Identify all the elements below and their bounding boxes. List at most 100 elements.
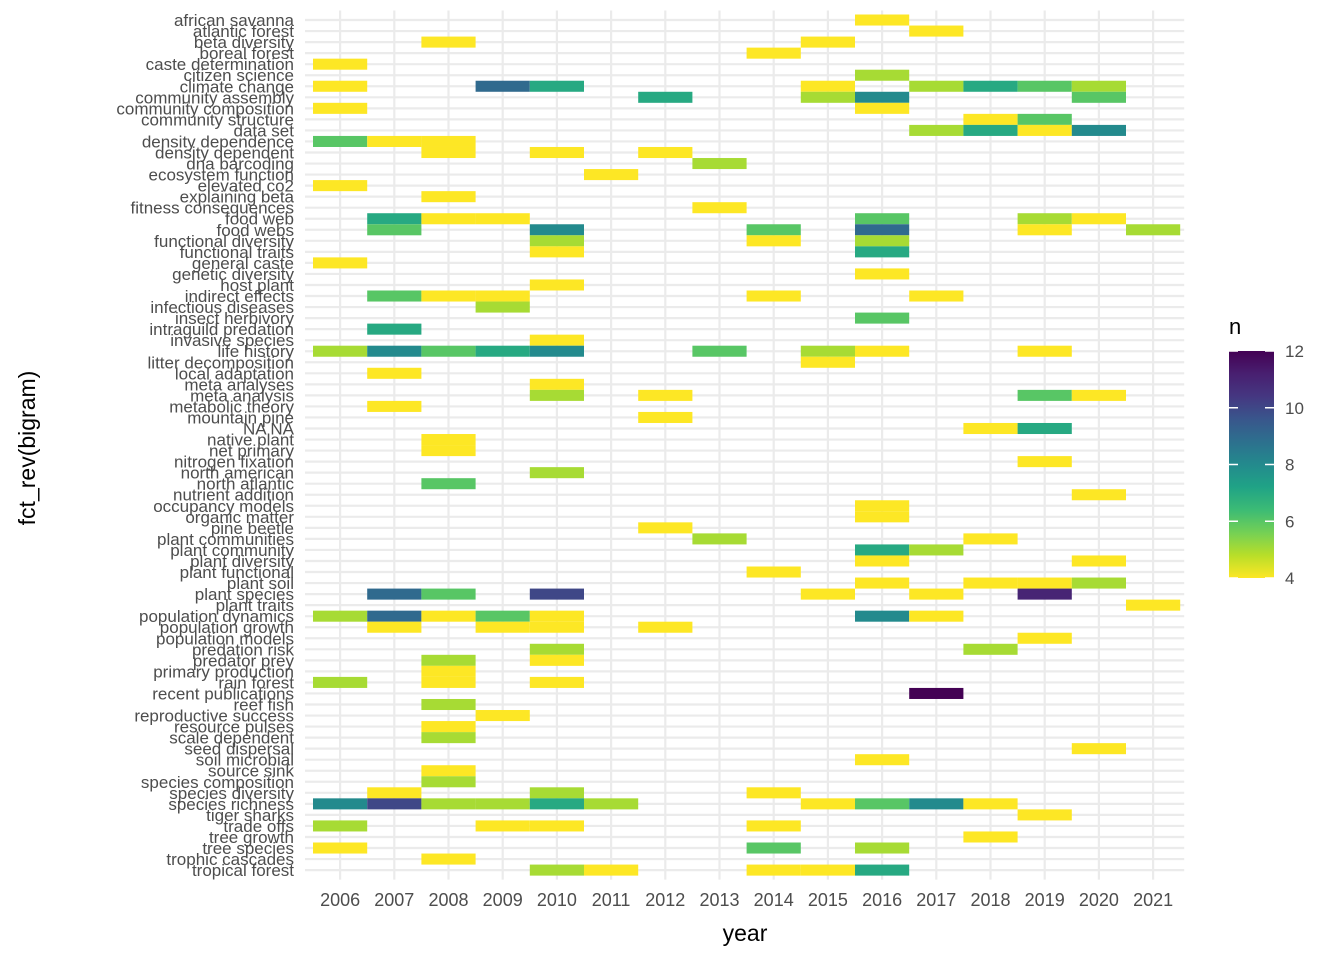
x-tick-label: 2019 (1025, 890, 1065, 910)
x-tick-label: 2008 (428, 890, 468, 910)
cell-tropical-forest-2010 (529, 864, 584, 876)
cell-density-dependence-2007 (367, 135, 422, 147)
cell-host-plant-2010 (529, 279, 584, 291)
cell-species-richness-2018 (963, 798, 1018, 810)
cell-trade-offs-2009 (475, 820, 530, 832)
y-tick-label: functional traits (180, 243, 294, 262)
y-tick-label: trade offs (223, 817, 294, 836)
cell-beta-diversity-2015 (800, 36, 855, 48)
cell-species-richness-2016 (855, 798, 910, 810)
cell-food-webs-2014 (746, 224, 801, 236)
cell-population-dynamics-2007 (367, 610, 422, 622)
cell-seed-dispersal-2020 (1071, 743, 1126, 755)
x-axis-title: year (723, 920, 768, 946)
cell-dna-barcoding-2013 (692, 158, 747, 170)
cell-community-assembly-2015 (800, 91, 855, 103)
cell-primary-production-2008 (421, 665, 476, 677)
cell-population-growth-2007 (367, 621, 422, 633)
cell-climate-change-2019 (1017, 80, 1072, 92)
cell-community-structure-2018 (963, 113, 1018, 125)
x-tick-label: 2007 (374, 890, 414, 910)
cell-food-webs-2010 (529, 224, 584, 236)
y-tick-label: native plant (207, 431, 294, 450)
cell-tropical-forest-2014 (746, 864, 801, 876)
cell-community-composition-2006 (313, 102, 368, 114)
cell-plant-species-2017 (909, 588, 964, 600)
legend-title: n (1229, 314, 1241, 339)
cell-food-webs-2007 (367, 224, 422, 236)
cell-population-growth-2009 (475, 621, 530, 633)
cell-species-richness-2009 (475, 798, 530, 810)
cell-food-web-2016 (855, 213, 910, 225)
cell-north-atlantic-2008 (421, 478, 476, 490)
cell-food-webs-2021 (1126, 224, 1181, 236)
cell-species-diversity-2010 (529, 787, 584, 799)
y-tick-label: elevated co2 (198, 177, 294, 196)
y-tick-label: occupancy models (153, 497, 294, 516)
cell-density-dependent-2012 (638, 146, 693, 159)
y-tick-label: plant functional (180, 563, 294, 582)
cell-citizen-science-2016 (855, 69, 910, 81)
cell-predation-risk-2018 (963, 643, 1018, 655)
cell-scale-dependent-2008 (421, 732, 476, 744)
cell-pine-beetle-2012 (638, 522, 693, 534)
cell-plant-community-2016 (855, 544, 910, 556)
cell-trade-offs-2014 (746, 820, 801, 832)
cell-species-richness-2007 (367, 798, 422, 810)
cell-tree-growth-2018 (963, 831, 1018, 843)
cell-food-web-2009 (475, 213, 530, 225)
cell-community-assembly-2012 (638, 91, 693, 103)
y-tick-label: reef fish (234, 696, 294, 715)
y-tick-label: infectious diseases (150, 298, 294, 317)
cell-tropical-forest-2016 (855, 864, 910, 876)
y-tick-label: community assembly (135, 88, 294, 107)
y-tick-label: plant species (195, 585, 294, 604)
x-tick-label: 2014 (754, 890, 794, 910)
y-tick-label: insect herbivory (175, 309, 295, 328)
legend-tick-label: 12 (1285, 342, 1304, 361)
cell-plant-species-2015 (800, 588, 855, 600)
cell-climate-change-2018 (963, 80, 1018, 92)
cell-boreal-forest-2014 (746, 47, 801, 59)
y-tick-label: resource pulses (174, 718, 294, 737)
x-tick-label: 2016 (862, 890, 902, 910)
y-tick-label: reproductive success (134, 707, 294, 726)
cell-species-richness-2011 (584, 798, 639, 810)
cell-indirect-effects-2014 (746, 290, 801, 302)
cell-species-composition-2008 (421, 776, 476, 788)
cell-functional-diversity-2016 (855, 235, 910, 247)
cell-data-set-2018 (963, 124, 1018, 136)
cell-resource-pulses-2008 (421, 721, 476, 733)
cell-plant-diversity-2020 (1071, 555, 1126, 567)
y-tick-label: meta analysis (190, 386, 294, 405)
cell-food-web-2007 (367, 213, 422, 225)
y-tick-label: local adaptation (175, 364, 294, 383)
y-tick-label: caste determination (146, 55, 294, 74)
cell-north-american-2010 (529, 467, 584, 479)
cell-food-webs-2019 (1017, 224, 1072, 236)
y-tick-label: meta analyses (184, 375, 294, 394)
x-tick-label: 2006 (320, 890, 360, 910)
cell-predation-risk-2010 (529, 643, 584, 655)
cell-trophic-cascades-2008 (421, 853, 476, 865)
y-tick-label: food web (225, 210, 294, 229)
cell-net-primary-2008 (421, 445, 476, 457)
cell-climate-change-2020 (1071, 80, 1126, 92)
y-tick-label: population growth (160, 618, 294, 637)
cell-species-richness-2006 (313, 798, 368, 810)
y-tick-label: rain forest (218, 673, 294, 692)
cell-plant-diversity-2016 (855, 555, 910, 567)
cell-metabolic-theory-2007 (367, 400, 422, 412)
legend-tick-label: 8 (1285, 456, 1294, 475)
y-tick-label: source sink (208, 762, 294, 781)
cell-tropical-forest-2015 (800, 864, 855, 876)
cell-climate-change-2017 (909, 80, 964, 92)
y-tick-label: dna barcoding (186, 155, 294, 174)
cell-functional-traits-2016 (855, 246, 910, 258)
legend-tick-label: 10 (1285, 399, 1304, 418)
cell-meta-analysis-2019 (1017, 389, 1072, 401)
legend-tick-label: 4 (1285, 569, 1294, 588)
y-tick-label: organic matter (185, 508, 294, 527)
cell-climate-change-2015 (800, 80, 855, 92)
